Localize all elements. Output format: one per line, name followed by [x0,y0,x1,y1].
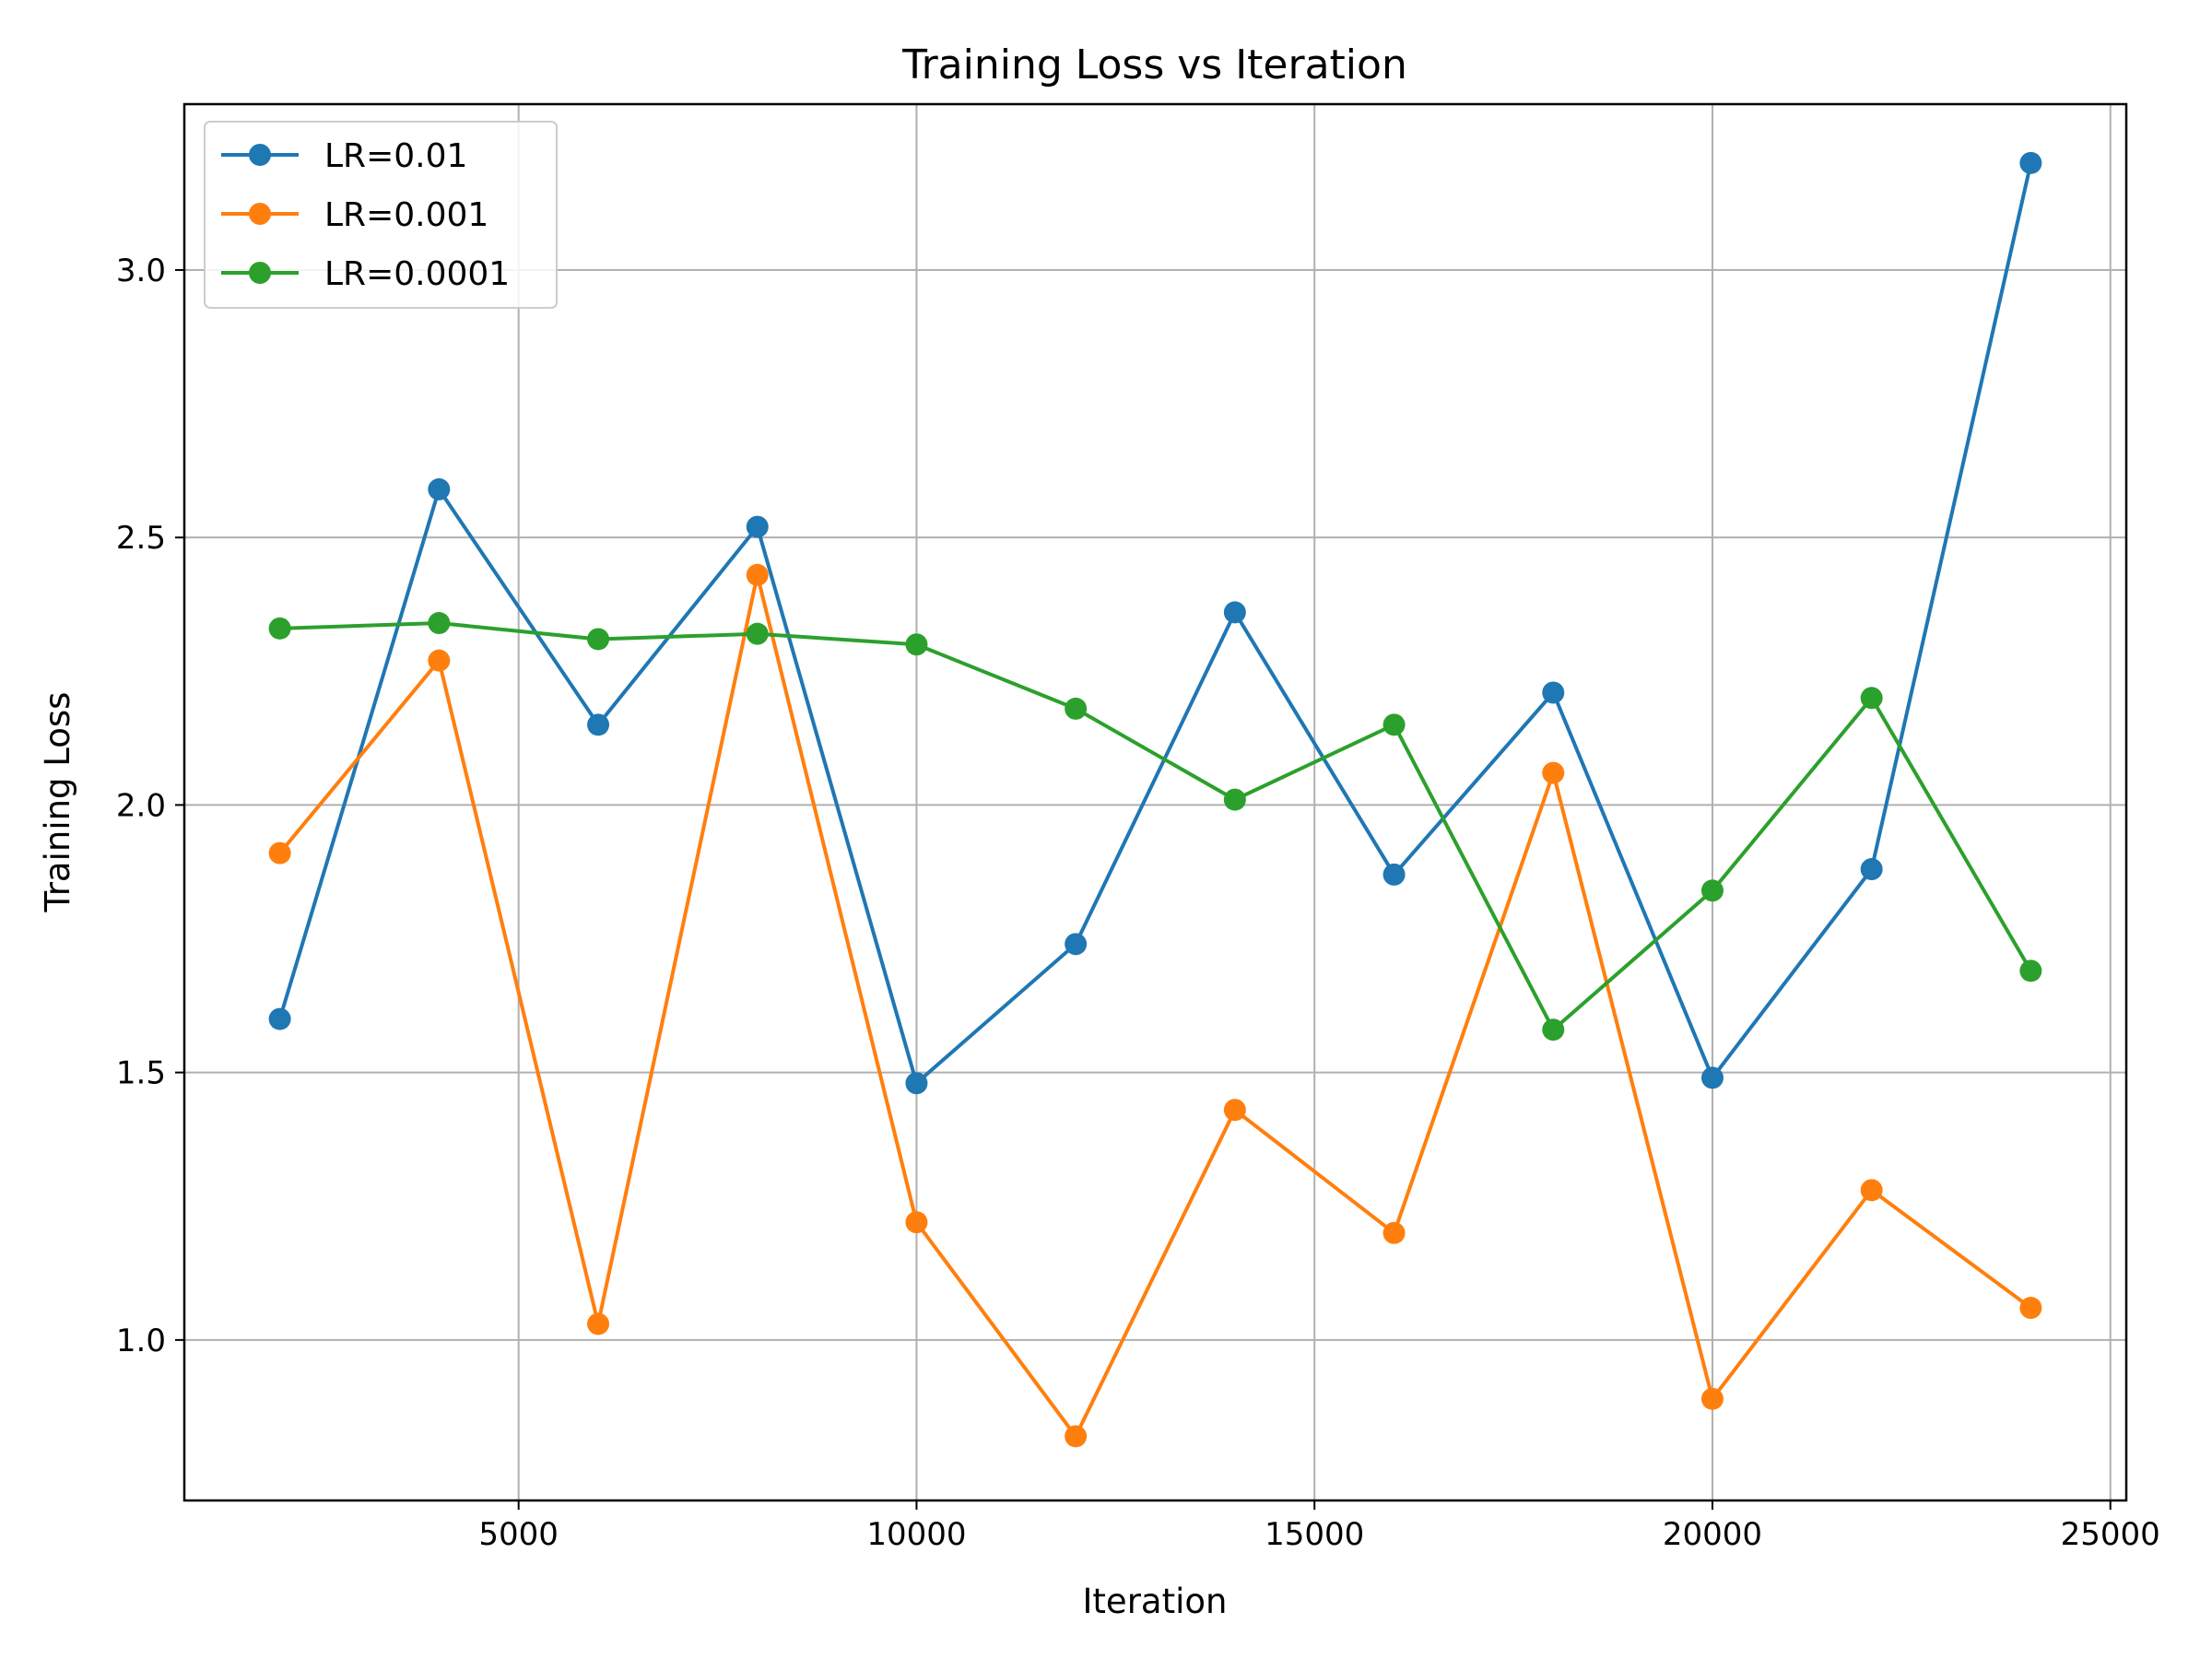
legend: LR=0.01 LR=0.001 LR=0.0001 [204,121,558,309]
legend-item: LR=0.001 [221,196,488,234]
x-tick-label: 25000 [2061,1516,2160,1553]
y-axis-label: Training Loss [38,692,77,913]
data-point [1860,1179,1883,1202]
series-1 [268,151,2042,1095]
series-layer [268,151,2042,1448]
x-axis-label: Iteration [1083,1582,1228,1621]
data-point [1542,681,1565,704]
legend-label: LR=0.01 [324,137,467,175]
data-point [905,1072,928,1095]
series-line [277,160,2033,1086]
data-point [428,477,451,500]
y-axis-ticks: 1.0 1.5 2.0 2.5 3.0 [116,253,184,1359]
data-point [1700,1066,1724,1089]
x-axis-ticks: 5000 10000 15000 20000 25000 [478,1500,2160,1553]
data-point [746,563,769,586]
x-tick-label: 5000 [478,1516,559,1553]
data-point [428,649,451,672]
data-point [1700,879,1724,902]
data-point [268,1007,291,1030]
legend-marker [249,262,271,284]
data-point [268,841,291,865]
legend-marker [249,144,271,166]
data-point [746,515,769,538]
y-tick-label: 1.0 [116,1323,166,1359]
series-3 [268,612,2042,1041]
data-point [587,713,610,736]
data-point [1065,933,1088,956]
data-point [1223,601,1246,624]
data-point [1223,788,1246,811]
y-tick-label: 1.5 [116,1055,166,1092]
series-2 [268,563,2042,1448]
legend-label: LR=0.0001 [324,255,510,293]
data-point [2019,959,2042,982]
data-point [1382,863,1406,886]
y-tick-label: 2.5 [116,520,166,557]
data-point [428,612,451,635]
y-tick-label: 2.0 [116,787,166,824]
legend-marker [249,203,271,225]
data-point [746,622,769,645]
chart-title: Training Loss vs Iteration [901,41,1407,88]
data-point [1382,1221,1406,1244]
data-point [587,628,610,651]
data-point [1542,1018,1565,1041]
legend-item: LR=0.0001 [221,255,510,293]
x-tick-label: 20000 [1663,1516,1762,1553]
legend-item: LR=0.01 [221,137,467,175]
data-point [905,633,928,656]
data-point [1700,1387,1724,1410]
plot-area-frame [182,102,2128,1502]
data-point [1223,1099,1246,1122]
data-point [2019,151,2042,174]
y-tick-label: 3.0 [116,253,166,289]
data-point [587,1312,610,1335]
series-line [277,572,2033,1439]
data-point [1542,761,1565,784]
data-point [1065,1425,1088,1448]
data-point [1860,687,1883,710]
grid [184,104,2126,1500]
legend-box [204,121,558,309]
data-point [1860,858,1883,881]
x-tick-label: 15000 [1265,1516,1364,1553]
data-point [905,1211,928,1234]
series-line [277,621,2033,1032]
data-point [2019,1297,2042,1320]
data-point [1065,697,1088,720]
data-point [1382,713,1406,736]
x-tick-label: 10000 [866,1516,966,1553]
data-point [268,617,291,640]
legend-label: LR=0.001 [324,196,488,234]
